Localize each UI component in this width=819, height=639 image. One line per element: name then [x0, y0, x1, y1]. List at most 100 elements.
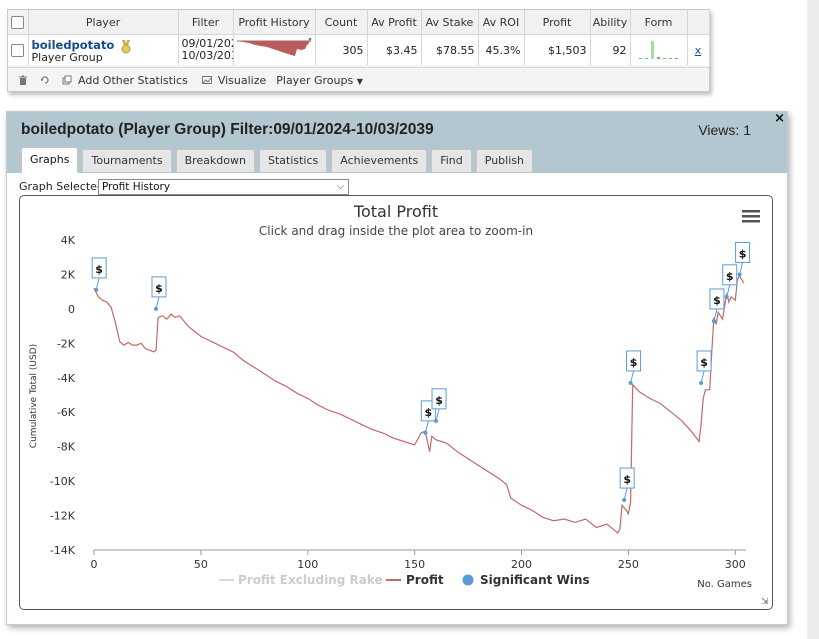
significant-win-marker[interactable]: $	[91, 257, 107, 292]
y-tick-label: 2K	[61, 268, 76, 281]
total-profit-chart[interactable]: Total Profit Click and drag inside the p…	[20, 196, 772, 609]
player-name-link[interactable]: boiledpotato	[31, 37, 115, 52]
marker-label: $	[435, 394, 443, 407]
select-all-checkbox[interactable]	[11, 15, 25, 29]
marker-flag	[735, 241, 751, 263]
medal-icon	[121, 39, 130, 53]
tab-find[interactable]: Find	[431, 149, 472, 172]
marker-flag	[151, 276, 167, 298]
tab-statistics[interactable]: Statistics	[258, 149, 328, 172]
significant-win-marker[interactable]: $	[626, 350, 642, 385]
marker-label: $	[726, 270, 734, 283]
resize-grip-icon[interactable]: ⇲	[761, 597, 769, 607]
close-icon[interactable]: ×	[774, 111, 785, 126]
significant-win-marker[interactable]: $	[696, 350, 712, 385]
chart-container[interactable]: Total Profit Click and drag inside the p…	[19, 195, 773, 610]
tab-tournaments[interactable]: Tournaments	[82, 149, 172, 172]
marker-label: $	[155, 282, 163, 295]
form-cell[interactable]	[630, 34, 688, 65]
row-select-cell[interactable]	[8, 34, 29, 65]
add-stats-icon[interactable]	[62, 75, 72, 85]
significant-win-marker[interactable]: $	[735, 241, 751, 277]
marker-stem	[435, 408, 440, 421]
visualize-icon[interactable]	[201, 75, 212, 85]
header-ability[interactable]: Ability	[590, 10, 631, 35]
header-av-stake[interactable]: Av Stake	[421, 10, 479, 35]
av-roi-cell: 45.3%	[478, 34, 525, 65]
significant-win-marker[interactable]: $	[619, 467, 635, 503]
header-count[interactable]: Count	[315, 10, 368, 35]
marker-point	[699, 380, 704, 385]
header-player[interactable]: Player	[28, 10, 179, 35]
graph-selected-label: Graph Selected:	[19, 180, 108, 193]
stats-table: Player Filter Profit History Count Av Pr…	[8, 10, 710, 65]
y-tick-label: -2K	[57, 337, 76, 350]
remove-cell: x	[687, 34, 710, 65]
legend-profit[interactable]: Profit	[406, 573, 444, 587]
remove-row-link[interactable]: x	[694, 43, 702, 57]
legend-wins-swatch	[462, 574, 474, 586]
marker-stem	[95, 277, 100, 291]
form-chart[interactable]	[637, 37, 681, 61]
header-av-profit[interactable]: Av Profit	[367, 10, 422, 35]
header-remove	[687, 10, 710, 35]
player-type-label: Player Group	[31, 50, 103, 64]
significant-win-marker[interactable]: $	[709, 288, 725, 323]
profit-cell: $1,503	[524, 34, 591, 65]
y-tick-label: -6K	[57, 406, 76, 419]
marker-point	[434, 418, 439, 423]
stats-toolbar: Add Other Statistics Visualize Player Gr…	[8, 67, 709, 92]
legend-profit-excluding-rake[interactable]: Profit Excluding Rake	[238, 573, 383, 587]
x-tick-label: 250	[618, 558, 639, 571]
legend-significant-wins[interactable]: Significant Wins	[480, 573, 590, 587]
tab-publish[interactable]: Publish	[475, 149, 533, 172]
significant-win-marker[interactable]: $	[431, 388, 447, 423]
page-background-strip	[807, 0, 819, 639]
player-cell: boiledpotato Player Group	[28, 34, 179, 65]
x-tick-label: 0	[91, 558, 98, 571]
marker-flag	[91, 257, 107, 279]
visualize-button[interactable]: Visualize	[217, 73, 267, 87]
add-other-statistics-button[interactable]: Add Other Statistics	[78, 73, 188, 87]
marker-stem	[630, 370, 635, 384]
chart-legend: Profit Excluding Rake Profit Significant…	[219, 573, 590, 587]
row-checkbox[interactable]	[11, 43, 25, 57]
marker-point	[711, 318, 716, 323]
panel-tabs: Graphs Tournaments Breakdown Statistics …	[21, 147, 537, 173]
x-tick-label: 300	[725, 558, 746, 571]
tab-achievements[interactable]: Achievements	[331, 149, 428, 172]
hamburger-menu-icon[interactable]	[742, 210, 760, 223]
significant-win-marker[interactable]: $	[151, 276, 167, 311]
panel-header: boiledpotato (Player Group) Filter:09/01…	[7, 112, 787, 173]
av-stake-cell: $78.55	[421, 34, 479, 65]
select-all-header[interactable]	[8, 10, 29, 35]
player-groups-label: Player Groups	[276, 73, 354, 87]
marker-stem	[623, 487, 628, 501]
graph-select-dropdown[interactable]: Profit History ⌵	[98, 179, 349, 195]
y-tick-label: -10K	[50, 475, 76, 488]
player-groups-dropdown[interactable]: Player Groups ▼	[276, 74, 363, 87]
header-av-roi[interactable]: Av ROI	[478, 10, 525, 35]
marker-point	[737, 272, 742, 277]
header-filter[interactable]: Filter	[178, 10, 234, 35]
y-axis-label: Cumulative Total (USD)	[29, 344, 39, 448]
tab-graphs[interactable]: Graphs	[21, 147, 79, 173]
refresh-icon[interactable]	[40, 75, 50, 85]
profit-history-cell[interactable]	[233, 34, 316, 65]
marker-point	[423, 430, 428, 435]
tab-breakdown[interactable]: Breakdown	[175, 149, 255, 172]
marker-point	[724, 294, 729, 299]
header-profit-history[interactable]: Profit History	[233, 10, 316, 35]
count-cell: 305	[315, 34, 368, 65]
ability-cell: 92	[590, 34, 631, 65]
header-form[interactable]: Form	[630, 10, 688, 35]
marker-label: $	[739, 247, 747, 260]
header-profit[interactable]: Profit	[524, 10, 591, 35]
profit-history-sparkline[interactable]	[235, 37, 313, 61]
trash-icon[interactable]	[18, 75, 28, 85]
marker-label: $	[623, 473, 631, 486]
marker-label: $	[95, 263, 103, 276]
player-group-panel: boiledpotato (Player Group) Filter:09/01…	[6, 111, 788, 625]
x-tick-label: 100	[297, 558, 318, 571]
significant-win-marker[interactable]: $	[722, 264, 738, 299]
